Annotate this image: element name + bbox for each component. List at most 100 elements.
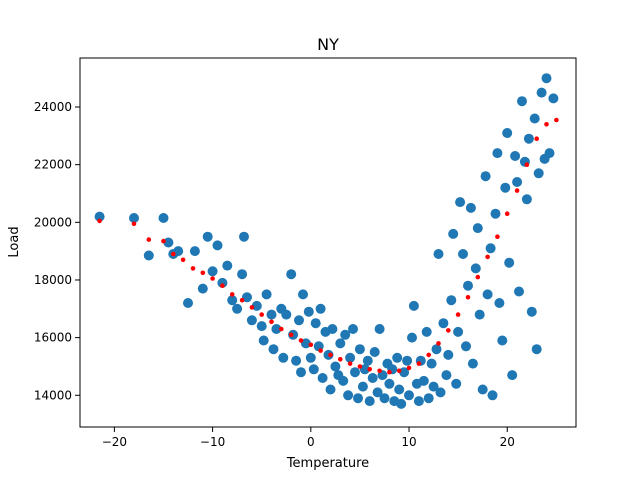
observed-point [296, 367, 306, 378]
observed-point [474, 309, 485, 320]
observed-point [510, 151, 521, 161]
observed-point [212, 240, 223, 251]
observed-point [330, 361, 341, 372]
observed-point [494, 298, 505, 308]
fitted-point [328, 352, 333, 358]
fitted-point [229, 292, 235, 297]
observed-point [533, 168, 544, 179]
observed-point [463, 280, 473, 291]
y-axis-label: Load [7, 226, 22, 257]
observed-point [281, 309, 292, 320]
observed-point [384, 378, 395, 389]
observed-point [421, 326, 432, 337]
observed-point [251, 300, 262, 311]
observed-point [129, 213, 139, 223]
fitted-point [406, 365, 412, 371]
x-tick-label: −20 [102, 435, 127, 449]
observed-point [418, 375, 429, 386]
observed-point [163, 237, 174, 248]
observed-point [268, 344, 279, 355]
observed-point [266, 309, 277, 320]
observed-point [207, 266, 218, 277]
observed-point [438, 318, 449, 329]
observed-point [394, 384, 405, 395]
observed-point [490, 208, 501, 219]
observed-point [303, 306, 314, 317]
fitted-point [524, 162, 530, 167]
observed-point [431, 344, 442, 355]
observed-point [428, 381, 439, 392]
observed-point [548, 93, 559, 104]
observed-point [536, 87, 547, 98]
observed-point [143, 250, 154, 261]
observed-point [487, 390, 498, 401]
fitted-point [200, 270, 206, 276]
fitted-point [554, 117, 559, 123]
observed-point [453, 326, 464, 337]
observed-point [461, 341, 471, 352]
observed-point [441, 370, 452, 381]
fitted-point [259, 312, 265, 317]
plot-frame [79, 57, 577, 428]
observed-point [258, 335, 269, 346]
y-axis: 14000 16000 18000 20000 22000 24000 [34, 100, 80, 402]
fitted-point [131, 221, 137, 227]
observed-point [359, 364, 370, 375]
observed-point [482, 289, 493, 300]
observed-point [369, 347, 380, 357]
observed-point [485, 243, 496, 254]
observed-point [362, 355, 373, 366]
observed-point [480, 171, 491, 182]
observed-point [197, 283, 208, 294]
observed-point [271, 324, 282, 334]
observed-point [407, 332, 417, 343]
observed-point [367, 373, 378, 383]
fitted-point [269, 319, 274, 325]
fitted-point [239, 297, 245, 303]
observed-point [492, 148, 503, 159]
observed-point [396, 398, 407, 409]
observed-point [232, 303, 243, 314]
observed-point [502, 128, 513, 138]
fitted-point [504, 211, 510, 216]
observed-point [202, 231, 213, 242]
observed-point [399, 367, 410, 378]
observed-point [541, 73, 552, 84]
fitted-point [249, 305, 255, 310]
observed-point [544, 148, 555, 159]
observed-point [222, 260, 233, 271]
fitted-point [485, 254, 490, 260]
observed-point [217, 277, 228, 288]
observed-point [451, 378, 462, 389]
fitted-point [534, 136, 539, 141]
fitted-point [279, 326, 284, 332]
chart-title: NY [317, 35, 339, 54]
observed-point [448, 228, 459, 239]
observed-point [512, 177, 523, 187]
observed-point [423, 393, 434, 404]
observed-point [183, 298, 193, 308]
observed-point [286, 269, 297, 280]
observed-point [426, 358, 437, 369]
observed-point [189, 246, 200, 257]
observed-point [348, 324, 358, 334]
observed-point [521, 194, 532, 205]
fitted-point [436, 341, 441, 346]
observed-point [308, 364, 319, 375]
plot-area [94, 73, 559, 409]
observed-point [261, 289, 272, 300]
observed-point [458, 249, 468, 259]
observed-point [507, 370, 518, 381]
observed-point [357, 381, 368, 392]
fitted-point [298, 338, 304, 343]
observed-point [402, 355, 413, 366]
fitted-point [426, 352, 432, 358]
x-axis-label: Temperature [286, 456, 369, 471]
observed-point [343, 390, 354, 401]
fitted-point [308, 342, 314, 348]
observed-point [472, 223, 483, 234]
observed-point [517, 96, 527, 107]
fitted-point [97, 218, 102, 224]
observed-point [374, 324, 385, 334]
